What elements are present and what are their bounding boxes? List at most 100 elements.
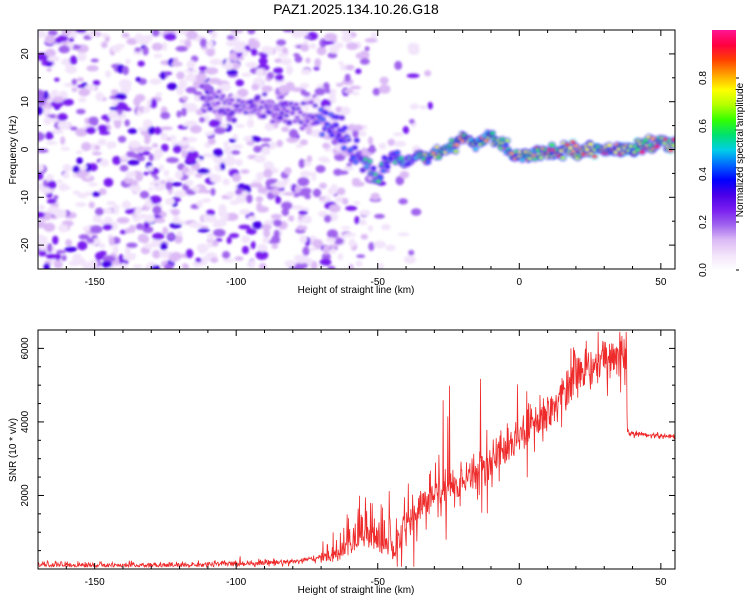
ridge-cell	[225, 108, 231, 112]
noise-blob	[336, 170, 349, 175]
noise-blob	[158, 164, 164, 171]
ridge-cell	[338, 138, 344, 143]
noise-blob	[86, 237, 95, 244]
colorbar-tick-label: 0.2	[698, 215, 709, 229]
noise-blob	[188, 146, 196, 152]
noise-blob	[358, 130, 367, 137]
ridge-cell	[549, 143, 555, 147]
ridge-cell	[298, 120, 304, 125]
noise-blob	[52, 96, 65, 103]
noise-blob	[378, 262, 384, 269]
noise-blob	[182, 264, 190, 269]
ridge-cell	[360, 168, 366, 172]
snr-y-ticks: 2000 4000 6000	[20, 329, 675, 570]
ridge-cell	[279, 95, 284, 99]
noise-blob	[189, 124, 202, 134]
noise-blob	[318, 210, 328, 218]
noise-blob	[51, 129, 64, 135]
noise-blob	[38, 204, 45, 211]
noise-blob	[165, 181, 173, 191]
noise-blob	[330, 184, 338, 190]
noise-blob	[364, 46, 370, 52]
noise-blob	[366, 147, 377, 153]
noise-blob	[281, 201, 293, 210]
noise-blob	[142, 150, 151, 156]
noise-blob	[137, 38, 151, 45]
noise-blob	[95, 91, 105, 102]
noise-blob	[47, 55, 60, 62]
noise-blob	[150, 264, 161, 269]
ridge-cell	[289, 111, 295, 115]
noise-blob	[137, 213, 148, 220]
ridge-cell	[207, 107, 213, 111]
noise-blob	[234, 256, 244, 261]
noise-blob	[344, 73, 351, 82]
noise-blob	[121, 154, 128, 161]
noise-blob	[137, 60, 145, 67]
noise-blob	[92, 214, 102, 223]
ridge-cell	[312, 104, 318, 108]
noise-blob	[144, 136, 151, 145]
noise-blob	[212, 222, 224, 228]
noise-blob	[276, 39, 287, 46]
noise-blob	[142, 119, 153, 128]
y-tick-label: 2000	[20, 484, 31, 507]
noise-blob	[235, 79, 245, 87]
noise-blob	[212, 240, 219, 247]
noise-blob	[298, 262, 304, 269]
ridge-cell	[381, 168, 386, 173]
noise-blob	[38, 131, 45, 142]
noise-blob	[314, 87, 326, 96]
ridge-cell	[216, 90, 222, 94]
noise-blob	[119, 262, 128, 269]
noise-blob	[108, 236, 115, 246]
noise-blob	[251, 40, 261, 49]
noise-blob	[266, 72, 275, 80]
noise-blob	[353, 201, 361, 205]
noise-blob	[105, 70, 112, 78]
noise-blob	[353, 124, 363, 132]
noise-blob	[370, 192, 381, 201]
noise-blob	[223, 61, 234, 71]
ridge-cell	[304, 119, 310, 124]
noise-blob	[252, 221, 263, 230]
noise-blob	[341, 33, 353, 43]
noise-blob	[346, 42, 359, 51]
ridge-cell	[260, 100, 266, 104]
noise-blob	[225, 191, 236, 198]
noise-blob	[54, 37, 63, 44]
ridge-cell	[341, 146, 347, 150]
noise-blob	[58, 183, 69, 192]
noise-blob	[121, 32, 130, 38]
noise-blob	[334, 42, 344, 49]
ridge-cell	[425, 160, 431, 164]
noise-blob	[60, 136, 66, 145]
noise-blob	[222, 251, 231, 259]
noise-blob	[368, 242, 375, 251]
colorbar-tick-label: 0.4	[698, 167, 709, 181]
noise-blob	[229, 51, 238, 62]
noise-blob	[280, 58, 292, 66]
spectrogram-y-ticks: -20 -10 0 10 20	[20, 29, 675, 270]
noise-blob	[179, 139, 189, 146]
noise-blob	[198, 117, 206, 123]
noise-blob	[302, 91, 311, 97]
noise-blob	[152, 232, 165, 240]
noise-blob	[284, 260, 297, 268]
noise-blob	[312, 188, 322, 198]
noise-blob	[122, 254, 136, 261]
noise-blob	[255, 250, 269, 260]
noise-blob	[43, 222, 56, 232]
noise-blob	[225, 212, 239, 221]
noise-blob	[235, 158, 243, 167]
colorbar-label: Normalized spectral amplitude	[735, 82, 746, 217]
noise-blob	[240, 169, 250, 174]
noise-blob	[68, 37, 75, 43]
noise-blob	[288, 215, 295, 222]
y-tick-label: 4000	[20, 410, 31, 433]
noise-blob	[171, 61, 183, 67]
x-tick-label: 50	[655, 577, 667, 588]
noise-blob	[185, 86, 197, 94]
ridge-cell	[453, 149, 459, 153]
noise-blob	[53, 195, 59, 200]
